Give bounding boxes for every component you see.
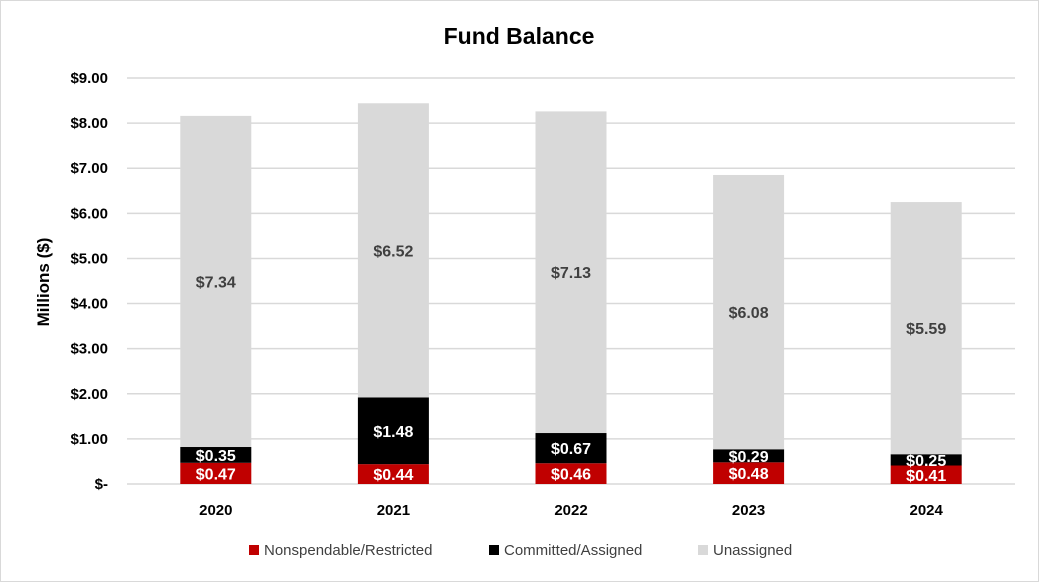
x-tick-label: 2021 bbox=[377, 502, 410, 519]
y-tick-label: $1.00 bbox=[70, 431, 108, 448]
x-axis-ticks: 2020 2021 2022 2023 2024 bbox=[199, 502, 943, 519]
data-label: $6.08 bbox=[729, 305, 769, 322]
bar-segment-unassigned-2023 bbox=[713, 174, 785, 450]
data-label: $7.13 bbox=[551, 265, 591, 282]
y-tick-label: $7.00 bbox=[70, 160, 108, 177]
data-label: $0.29 bbox=[729, 449, 769, 466]
data-label: $6.52 bbox=[373, 243, 413, 260]
y-axis-ticks: $- $1.00 $2.00 $3.00 $4.00 $5.00 $6.00 $7.00 $8.… bbox=[70, 70, 108, 493]
legend: Nonspendable/Restricted Committed/Assigne… bbox=[249, 542, 792, 559]
data-label: $0.25 bbox=[906, 453, 946, 470]
legend-label: Nonspendable/Restricted bbox=[264, 542, 432, 559]
y-tick-label: $4.00 bbox=[70, 296, 108, 313]
chart-title: Fund Balance bbox=[444, 23, 595, 49]
y-tick-label: $5.00 bbox=[70, 250, 108, 267]
legend-label: Unassigned bbox=[713, 542, 792, 559]
x-tick-label: 2020 bbox=[199, 502, 232, 519]
legend-swatch bbox=[489, 545, 499, 555]
data-label: $0.44 bbox=[373, 467, 413, 484]
bar-segment-nonspendable-restricted-2024 bbox=[890, 465, 962, 484]
bar-segment-nonspendable-restricted-2022 bbox=[535, 463, 607, 484]
y-tick-label: $- bbox=[95, 476, 108, 493]
x-tick-label: 2022 bbox=[554, 502, 587, 519]
x-tick-label: 2024 bbox=[910, 502, 944, 519]
data-label: $0.35 bbox=[196, 448, 236, 465]
bar-segment-unassigned-2021 bbox=[357, 103, 429, 398]
bar-segment-committed-assigned-2023 bbox=[713, 449, 785, 463]
data-label: $0.41 bbox=[906, 468, 946, 485]
y-axis-label: Millions ($) bbox=[34, 238, 53, 327]
data-label: $7.34 bbox=[196, 274, 236, 291]
y-tick-label: $2.00 bbox=[70, 386, 108, 403]
bar-segment-committed-assigned-2021 bbox=[357, 397, 429, 465]
y-tick-label: $6.00 bbox=[70, 205, 108, 222]
legend-label: Committed/Assigned bbox=[504, 542, 642, 559]
bars: $0.47$0.35 $7.34 $0.44 $1.48 $6.52 $0.46 $0.67… bbox=[180, 103, 962, 485]
bar-segment-unassigned-2020 bbox=[180, 115, 252, 448]
data-label: $0.67 bbox=[551, 441, 591, 458]
bar-segment-committed-assigned-2024 bbox=[890, 454, 962, 466]
y-tick-label: $8.00 bbox=[70, 115, 108, 132]
bar-segment-nonspendable-restricted-2021 bbox=[357, 464, 429, 484]
legend-swatch bbox=[249, 545, 259, 555]
bar-segment-nonspendable-restricted-2023 bbox=[713, 462, 785, 484]
data-label: $1.48 bbox=[373, 424, 413, 441]
bar-segment-nonspendable-restricted-2020 bbox=[180, 462, 252, 484]
bar-segment-unassigned-2024 bbox=[890, 202, 962, 455]
y-tick-label: $9.00 bbox=[70, 70, 108, 87]
data-label: $5.59 bbox=[906, 321, 946, 338]
bar-segment-committed-assigned-2020 bbox=[180, 447, 252, 463]
data-label: $0.47 bbox=[196, 466, 236, 483]
bar-segment-committed-assigned-2022 bbox=[535, 433, 607, 464]
y-tick-label: $3.00 bbox=[70, 341, 108, 358]
x-tick-label: 2023 bbox=[732, 502, 765, 519]
legend-swatch bbox=[698, 545, 708, 555]
bar-segment-unassigned-2022 bbox=[535, 111, 607, 434]
data-label: $0.46 bbox=[551, 467, 591, 484]
data-label: $0.48 bbox=[729, 466, 769, 483]
